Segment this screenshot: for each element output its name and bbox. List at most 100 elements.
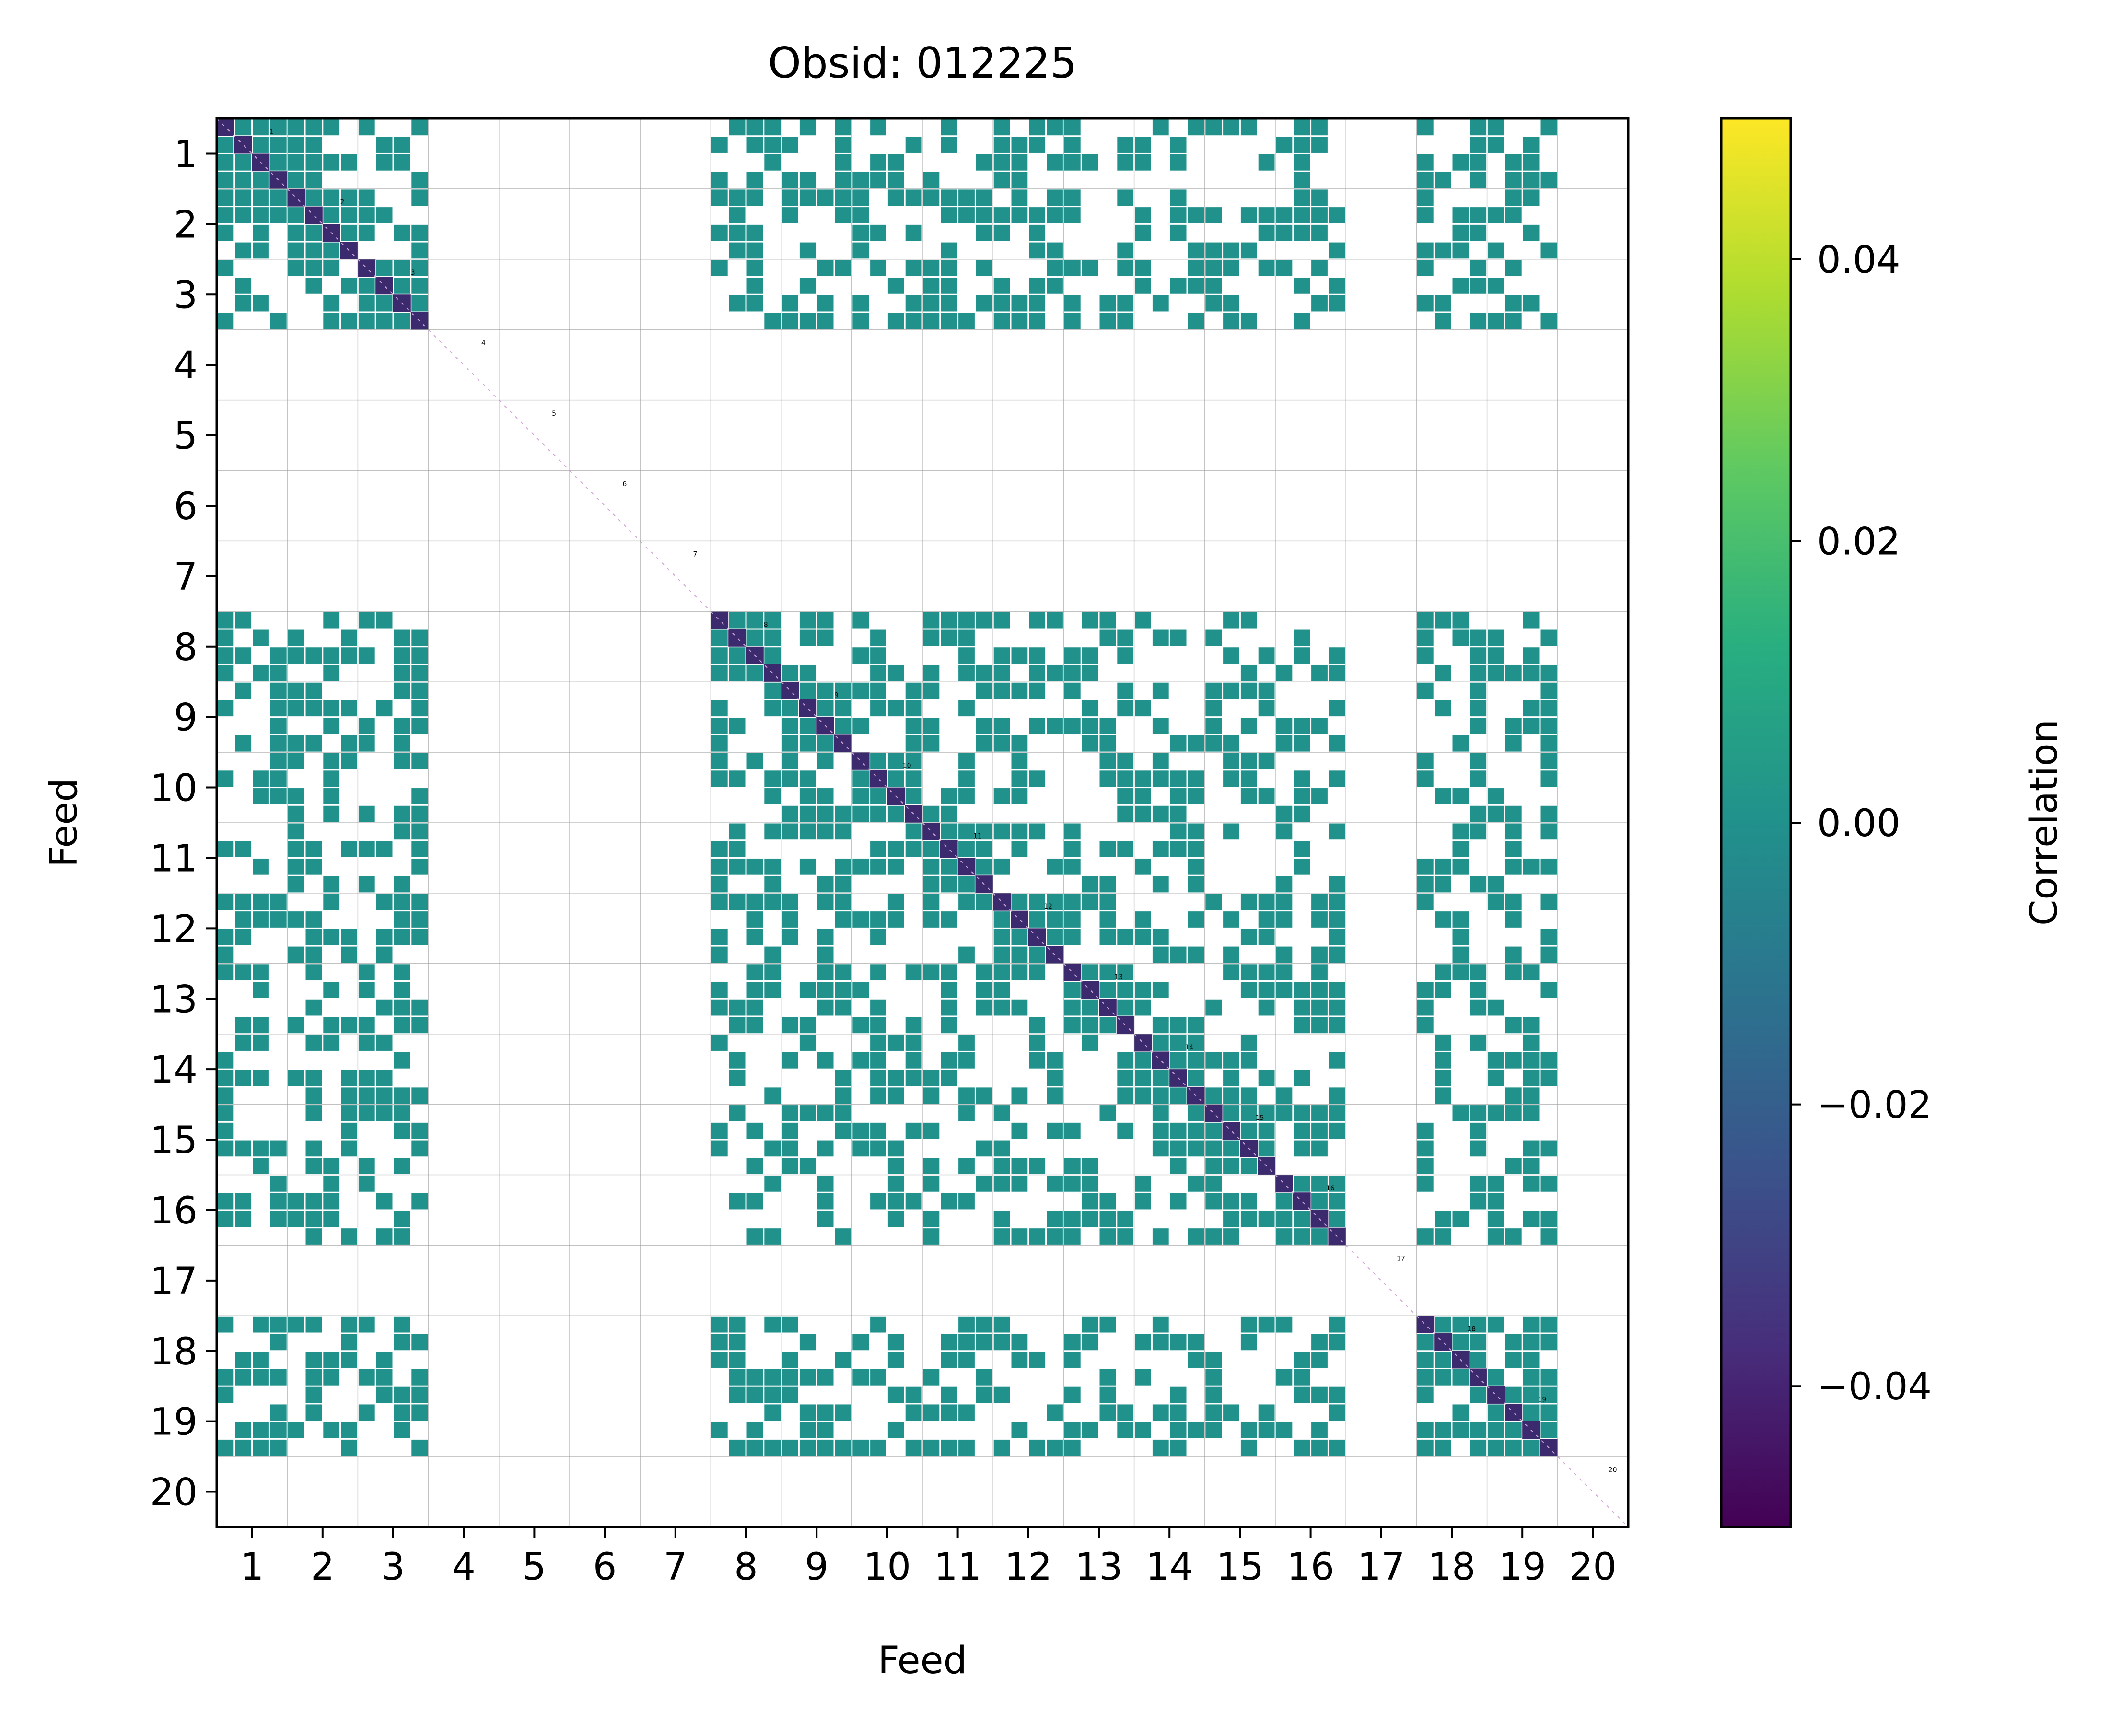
heatmap-cell [1294, 1122, 1310, 1139]
diagonal-cell [1063, 963, 1082, 981]
heatmap-cell [993, 929, 1010, 945]
heatmap-cell [1470, 664, 1487, 681]
heatmap-cell [394, 1422, 410, 1438]
heatmap-cell [341, 841, 357, 857]
heatmap-cell [1170, 805, 1187, 822]
heatmap-cell [1170, 189, 1187, 206]
heatmap-cell [993, 911, 1010, 928]
heatmap-cell [288, 1316, 304, 1333]
heatmap-cell [288, 137, 304, 153]
heatmap-cell [1276, 946, 1293, 963]
heatmap-cell [1505, 805, 1522, 822]
heatmap-cell [799, 682, 816, 699]
heatmap-cell [1505, 823, 1522, 840]
heatmap-cell [1470, 1334, 1487, 1351]
heatmap-cell [1117, 313, 1134, 329]
heatmap-cell [1099, 735, 1116, 752]
heatmap-cell [799, 242, 816, 259]
heatmap-cell [1188, 260, 1204, 277]
x-tick-label: 4 [452, 1546, 476, 1589]
heatmap-cell [1258, 1122, 1275, 1139]
heatmap-cell [976, 1316, 992, 1333]
heatmap-cell [1294, 1386, 1310, 1403]
heatmap-cell [958, 664, 975, 681]
heatmap-cell [746, 172, 763, 188]
heatmap-cell [729, 858, 746, 875]
heatmap-cell [1294, 172, 1310, 188]
heatmap-cell [782, 823, 798, 840]
heatmap-cell [394, 1334, 410, 1351]
heatmap-cell [1470, 1316, 1487, 1333]
heatmap-cell [1505, 1334, 1522, 1351]
heatmap-cell [1540, 664, 1557, 681]
heatmap-cell [1523, 718, 1540, 734]
heatmap-cell [1452, 929, 1469, 945]
heatmap-cell [1152, 1140, 1169, 1157]
heatmap-cell [958, 1352, 975, 1368]
heatmap-cell [217, 1140, 234, 1157]
heatmap-cell [358, 982, 375, 998]
y-tick-label: 6 [174, 485, 198, 528]
heatmap-cell [817, 612, 834, 629]
heatmap-cell [1188, 735, 1204, 752]
heatmap-cell [782, 1386, 798, 1403]
heatmap-cell [305, 735, 322, 752]
heatmap-cell [729, 1439, 746, 1456]
heatmap-cell [1488, 1404, 1504, 1421]
heatmap-cell [835, 1439, 851, 1456]
heatmap-cell [711, 999, 728, 1016]
heatmap-cell [253, 1070, 269, 1086]
heatmap-cell [1117, 1404, 1134, 1421]
heatmap-cell [217, 770, 234, 787]
heatmap-cell [1329, 242, 1345, 259]
heatmap-cell [1152, 1035, 1169, 1051]
heatmap-cell [905, 1439, 922, 1456]
heatmap-cell [1452, 1334, 1469, 1351]
heatmap-cell [1311, 788, 1328, 804]
heatmap-cell [1240, 770, 1257, 787]
heatmap-cell [941, 1439, 957, 1456]
heatmap-cell [941, 1334, 957, 1351]
heatmap-cell [835, 1122, 851, 1139]
heatmap-cell [1311, 999, 1328, 1016]
heatmap-cell [1099, 841, 1116, 857]
colorbar-tick-label: 0.04 [1817, 239, 1901, 282]
heatmap-cell [1170, 629, 1187, 646]
heatmap-cell [1240, 1422, 1257, 1438]
heatmap-cell [1488, 242, 1504, 259]
heatmap-cell [1505, 313, 1522, 329]
heatmap-cell [235, 647, 252, 664]
diagonal-feed-label: 10 [903, 762, 911, 769]
heatmap-cell [411, 295, 428, 312]
heatmap-cell [358, 224, 375, 241]
heatmap-cell [1258, 647, 1275, 664]
heatmap-cell [411, 682, 428, 699]
heatmap-cell [782, 929, 798, 945]
heatmap-cell [1029, 946, 1046, 963]
heatmap-cell [1258, 894, 1275, 910]
heatmap-cell [1294, 841, 1310, 857]
heatmap-cell [1417, 207, 1434, 223]
heatmap-cell [764, 982, 781, 998]
heatmap-cell [1523, 1017, 1540, 1034]
heatmap-cell [746, 629, 763, 646]
heatmap-cell [1099, 753, 1116, 769]
heatmap-cell [1470, 964, 1487, 981]
heatmap-cell [1329, 1176, 1345, 1192]
heatmap-cell [1240, 1052, 1257, 1069]
heatmap-cell [235, 1439, 252, 1456]
heatmap-cell [1452, 946, 1469, 963]
heatmap-cell [1452, 1422, 1469, 1438]
heatmap-cell [1311, 1140, 1328, 1157]
heatmap-cell [1099, 929, 1116, 945]
heatmap-cell [394, 718, 410, 734]
heatmap-cell [817, 1140, 834, 1157]
heatmap-cell [1470, 700, 1487, 717]
heatmap-cell [253, 207, 269, 223]
heatmap-cell [887, 189, 904, 206]
heatmap-cell [270, 1176, 287, 1192]
heatmap-cell [799, 788, 816, 804]
heatmap-cell [253, 224, 269, 241]
heatmap-cell [1099, 1193, 1116, 1210]
heatmap-cell [1470, 313, 1487, 329]
